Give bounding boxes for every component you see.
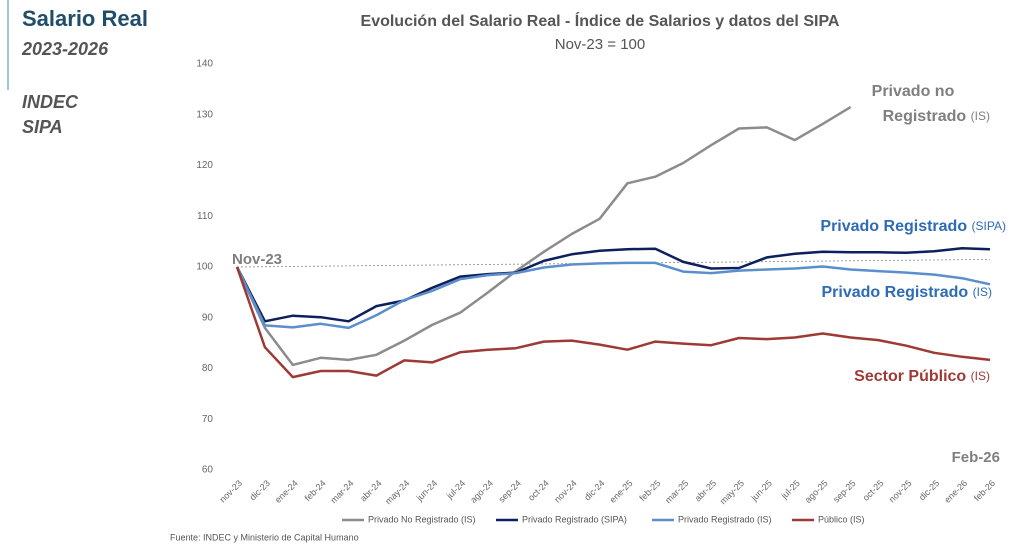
y-tick-label: 110 xyxy=(197,211,213,222)
annotation-suffix: (IS) xyxy=(973,285,992,299)
side-source: INDEC xyxy=(22,92,79,112)
chart-subtitle: Nov-23 = 100 xyxy=(555,36,645,53)
x-tick-label: nov-25 xyxy=(887,478,914,505)
x-tick-label: ene-24 xyxy=(273,478,300,505)
annotation: Privado Registrado (SIPA) xyxy=(820,218,1006,235)
x-tick-label: dic-25 xyxy=(917,478,941,502)
x-tick-label: jul-25 xyxy=(779,478,802,501)
annotation: Privado no xyxy=(872,83,955,100)
start-label: Nov-23 xyxy=(232,251,282,268)
x-tick-label: mar-24 xyxy=(328,478,355,505)
x-tick-label: feb-26 xyxy=(972,478,997,503)
x-tick-label: nov-23 xyxy=(218,478,245,505)
x-tick-label: jun-24 xyxy=(414,478,439,503)
x-tick-label: feb-25 xyxy=(637,478,662,503)
x-tick-label: oct-25 xyxy=(861,478,886,503)
annotation-text: Sector Público xyxy=(854,368,966,385)
y-tick-label: 100 xyxy=(196,262,213,273)
x-tick-label: may-24 xyxy=(383,478,411,506)
series-line xyxy=(235,261,991,330)
end-label: Feb-26 xyxy=(952,449,1000,466)
chart-title: Evolución del Salario Real - Índice de S… xyxy=(361,11,840,30)
y-tick-label: 140 xyxy=(196,59,213,70)
series-line xyxy=(235,106,852,367)
annotation-text: Privado no xyxy=(872,83,955,100)
legend-label: Público (IS) xyxy=(818,514,865,524)
series-line xyxy=(235,246,991,323)
x-tick-label: jun-25 xyxy=(749,478,774,503)
annotation-suffix: (IS) xyxy=(971,369,990,383)
x-tick-label: nov-24 xyxy=(552,478,579,505)
annotation-suffix: (SIPA) xyxy=(972,219,1006,233)
y-tick-label: 120 xyxy=(196,160,213,171)
side-title: Salario Real xyxy=(22,6,148,31)
side-source: SIPA xyxy=(22,117,63,137)
annotation: Registrado (IS) xyxy=(883,108,990,125)
legend-label: Privado No Registrado (IS) xyxy=(368,514,476,524)
x-tick-label: oct-24 xyxy=(526,478,551,503)
x-tick-label: abr-25 xyxy=(693,478,718,503)
x-tick-label: sep-24 xyxy=(496,478,523,505)
series-line xyxy=(235,266,991,379)
legend-label: Privado Registrado (IS) xyxy=(678,514,772,524)
y-tick-label: 60 xyxy=(202,465,214,476)
source-note: Fuente: INDEC y Ministerio de Capital Hu… xyxy=(170,532,359,542)
y-tick-label: 130 xyxy=(196,109,213,120)
x-tick-label: jul-24 xyxy=(444,478,467,501)
x-tick-label: dic-23 xyxy=(248,478,272,502)
x-tick-label: feb-24 xyxy=(303,478,328,503)
annotation-text: Privado Registrado xyxy=(822,284,969,301)
x-tick-label: mar-25 xyxy=(663,478,690,505)
x-tick-label: ago-24 xyxy=(468,478,495,505)
x-tick-label: abr-24 xyxy=(358,478,383,503)
x-tick-label: sep-25 xyxy=(831,478,858,505)
x-tick-label: ene-26 xyxy=(942,478,969,505)
side-period: 2023-2026 xyxy=(21,39,109,59)
y-tick-label: 80 xyxy=(202,363,214,374)
x-tick-label: ene-25 xyxy=(608,478,635,505)
annotation-suffix: (IS) xyxy=(971,109,990,123)
annotation-text: Privado Registrado xyxy=(820,218,967,235)
annotation-text: Registrado xyxy=(883,108,967,125)
annotation: Privado Registrado (IS) xyxy=(822,284,993,301)
x-tick-label: ago-25 xyxy=(803,478,830,505)
y-tick-label: 90 xyxy=(202,312,214,323)
x-tick-label: may-25 xyxy=(718,478,746,506)
x-tick-label: dic-24 xyxy=(582,478,606,502)
annotation: Sector Público (IS) xyxy=(854,368,990,385)
y-tick-label: 70 xyxy=(202,414,214,425)
legend-label: Privado Registrado (SIPA) xyxy=(522,514,627,524)
